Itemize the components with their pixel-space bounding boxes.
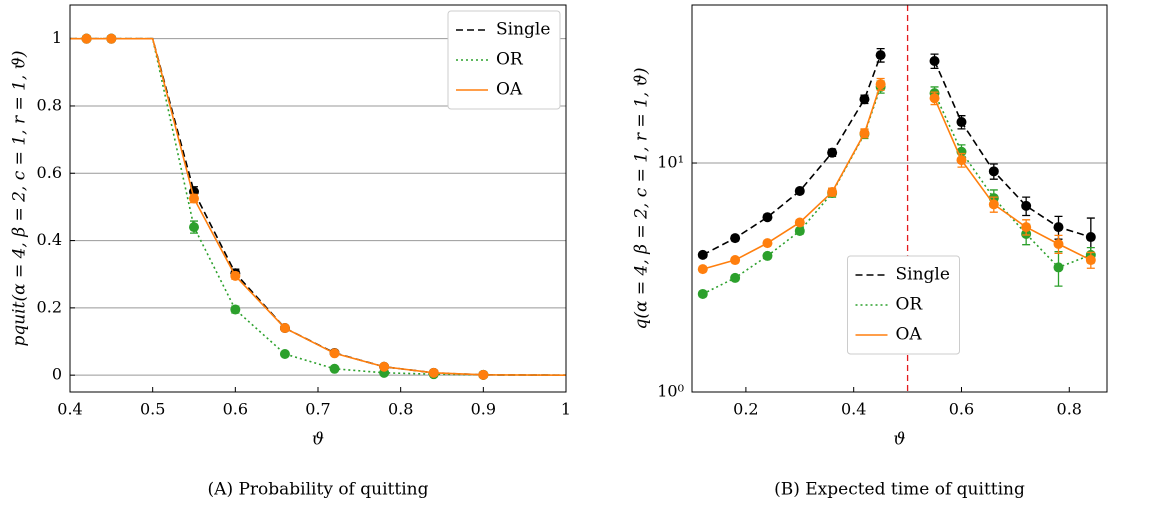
subplot: 0 0.2 0.4 0.6 0.8 1 0.4 0.5 0.6 0.7 0.8 0.9 1 Single O… bbox=[10, 4, 571, 500]
marker bbox=[1021, 222, 1032, 233]
marker bbox=[794, 185, 805, 196]
marker bbox=[279, 348, 290, 359]
marker bbox=[762, 250, 773, 261]
marker bbox=[1053, 238, 1064, 249]
marker bbox=[988, 199, 999, 210]
x-tick-label: 0.9 bbox=[471, 400, 496, 419]
y-tick-label: 0.2 bbox=[37, 297, 62, 316]
marker bbox=[189, 222, 199, 233]
marker bbox=[762, 238, 773, 249]
x-tick-label: 0.2 bbox=[733, 400, 758, 419]
x-tick-label: 0.6 bbox=[949, 400, 974, 419]
marker bbox=[697, 264, 708, 275]
marker bbox=[730, 255, 741, 266]
marker bbox=[762, 212, 773, 223]
marker bbox=[1053, 262, 1064, 273]
marker bbox=[329, 363, 340, 374]
y-tick-label: 10⁰ bbox=[657, 382, 684, 401]
x-tick-label: 1 bbox=[561, 400, 571, 419]
legend-label: Single bbox=[496, 20, 550, 40]
marker bbox=[428, 367, 439, 378]
marker bbox=[1053, 222, 1064, 233]
marker bbox=[189, 193, 199, 204]
marker bbox=[697, 249, 708, 260]
series-line bbox=[70, 37, 566, 376]
legend-label: Single bbox=[896, 265, 950, 285]
marker bbox=[859, 94, 870, 105]
marker bbox=[956, 117, 967, 128]
series-line bbox=[702, 83, 1092, 270]
y-tick-label: 0.6 bbox=[37, 163, 62, 182]
marker bbox=[1085, 255, 1096, 266]
marker bbox=[875, 79, 886, 90]
plot-frame bbox=[691, 4, 1108, 393]
marker bbox=[794, 225, 805, 236]
legend-label: OR bbox=[896, 295, 924, 315]
marker bbox=[730, 233, 741, 244]
marker bbox=[478, 369, 489, 380]
marker bbox=[230, 270, 241, 281]
marker bbox=[875, 50, 886, 61]
marker bbox=[379, 361, 390, 372]
marker bbox=[929, 93, 940, 104]
marker bbox=[730, 272, 741, 283]
x-axis-label: ϑ bbox=[893, 430, 905, 450]
x-tick-label: 0.7 bbox=[305, 400, 330, 419]
marker bbox=[1021, 200, 1032, 211]
y-axis-label: pquit(α = 4, β = 2, c = 1, r = 1, ϑ) bbox=[10, 50, 30, 346]
marker bbox=[230, 304, 241, 315]
y-tick-label: 1 bbox=[52, 28, 62, 47]
legend-label: OR bbox=[496, 50, 524, 70]
marker bbox=[956, 155, 967, 166]
y-axis-label: q(α = 4, β = 2, c = 1, r = 1, ϑ) bbox=[632, 68, 652, 330]
y-tick-label: 0.8 bbox=[37, 95, 62, 114]
y-tick-label: 0.4 bbox=[37, 230, 62, 249]
x-tick-label: 0.4 bbox=[841, 400, 866, 419]
marker bbox=[81, 33, 92, 44]
x-tick-label: 0.5 bbox=[140, 400, 165, 419]
marker bbox=[329, 348, 340, 359]
caption: (B) Expected time of quitting bbox=[774, 480, 1025, 500]
legend-box bbox=[847, 255, 960, 355]
marker bbox=[1085, 232, 1096, 243]
caption: (A) Probability of quitting bbox=[208, 480, 429, 500]
x-tick-label: 0.8 bbox=[1057, 400, 1082, 419]
marker bbox=[859, 128, 870, 139]
series-line bbox=[702, 54, 1092, 256]
subplot: 10⁰ 10¹ 0.2 0.4 0.6 0.8 Single OR OA ϑ q(α = 4, β … bbox=[632, 4, 1108, 500]
legend-box bbox=[447, 10, 561, 110]
legend-label: OA bbox=[496, 80, 523, 100]
marker bbox=[827, 147, 838, 158]
plot-frame bbox=[69, 4, 567, 393]
marker bbox=[279, 323, 290, 334]
marker bbox=[988, 166, 999, 177]
x-axis-label: ϑ bbox=[312, 430, 324, 450]
marker bbox=[697, 288, 708, 299]
y-tick-label: 10¹ bbox=[657, 153, 684, 172]
x-tick-label: 0.6 bbox=[223, 400, 248, 419]
marker bbox=[794, 217, 805, 228]
marker bbox=[827, 187, 838, 198]
marker bbox=[106, 33, 117, 44]
x-tick-label: 0.4 bbox=[57, 400, 82, 419]
legend-label: OA bbox=[896, 325, 923, 345]
marker bbox=[929, 56, 940, 67]
y-tick-label: 0 bbox=[52, 365, 62, 384]
x-tick-label: 0.8 bbox=[388, 400, 413, 419]
